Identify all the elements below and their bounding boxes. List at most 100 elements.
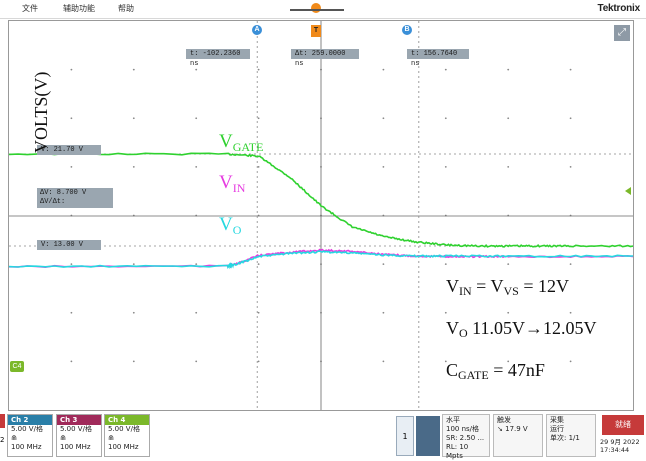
left-edge-cut-text: 2 (0, 436, 5, 444)
trigger-slope-icon: ↘ (497, 425, 503, 433)
horizontal-position-bar (290, 9, 344, 11)
horizontal-scale: 100 ns/格 (446, 425, 480, 433)
channel-2-badge[interactable]: Ch 2 5.00 V/格 ⋒ 100 MHz (7, 414, 53, 457)
anno1-a: V (446, 276, 459, 296)
left-edge-cut (0, 414, 5, 428)
anno3-b: = 47nF (488, 360, 545, 380)
acquire-mode: 运行 (550, 425, 564, 433)
ch3-scale: 5.00 V/格 (60, 425, 92, 433)
anno1-c: = 12V (518, 276, 569, 296)
grid-dot (257, 360, 260, 363)
grid-dot (569, 311, 572, 314)
cursor-b-marker[interactable]: B (402, 25, 412, 35)
trigger-level-row: ↘ 17.9 V (497, 425, 539, 434)
datetime: 29 9月 2022 17:34:44 (600, 438, 646, 454)
v-cursor-2-readout: V: 13.00 V (37, 240, 101, 250)
horizontal-panel[interactable]: 水平 100 ns/格 SR: 2.50 ... RL: 10 Mpts (442, 414, 490, 460)
grid-dot (132, 360, 135, 363)
ch4-name: Ch 4 (105, 415, 149, 425)
grid-dot (569, 165, 572, 168)
vo-label-main: V (219, 214, 233, 235)
waveform-display[interactable]: A B T ⤢ t: -102.2360 ns Δt: 259.0000 ns … (8, 20, 634, 411)
page-indicator[interactable]: 1 (396, 416, 414, 456)
channel-4-badge[interactable]: Ch 4 5.00 V/格 ⋒ 100 MHz (104, 414, 150, 457)
menu-file[interactable]: 文件 (22, 4, 38, 13)
vgate-label-main: V (219, 131, 233, 152)
grid-dot (507, 117, 510, 120)
menu-utility[interactable]: 辅助功能 (63, 4, 95, 13)
grid-dot (444, 68, 447, 71)
zoom-icon[interactable]: ⤢ (614, 25, 630, 41)
vgate-label: VGATE (219, 131, 263, 155)
trigger-marker-label: T (313, 27, 319, 34)
grid-dot (70, 117, 73, 120)
vin-label: VIN (219, 172, 245, 196)
grid-dot (195, 360, 198, 363)
annotation-vo-range: VO 11.05V→12.05V (446, 318, 597, 341)
grid-dot (569, 263, 572, 266)
anno3-a-sub: GATE (458, 368, 489, 382)
delta-v-value: ΔV: 8.700 V (40, 189, 87, 197)
ch4-ground-marker[interactable]: C4 (10, 361, 24, 372)
grid-dot (382, 117, 385, 120)
trigger-marker[interactable]: T (311, 25, 321, 37)
grid-dot (444, 117, 447, 120)
grid-dot (257, 117, 260, 120)
ch4-bw: 100 MHz (108, 443, 139, 451)
trigger-position-icon[interactable] (311, 3, 321, 13)
trigger-panel[interactable]: 触发 ↘ 17.9 V (493, 414, 543, 457)
acquire-title: 采集 (550, 416, 564, 424)
annotation-vin-vvs: VIN = VVS = 12V (446, 276, 569, 299)
anno1-b: = V (471, 276, 504, 296)
menu-help[interactable]: 帮助 (118, 4, 134, 13)
channel-3-badge[interactable]: Ch 3 5.00 V/格 ⋒ 100 MHz (56, 414, 102, 457)
ch4-bw-icon: ⋒ (108, 434, 114, 442)
ch2-bw-icon: ⋒ (11, 434, 17, 442)
annotation-cgate: CGATE = 47nF (446, 360, 545, 383)
grid-dot (132, 311, 135, 314)
anno1-b-sub: VS (503, 284, 519, 298)
side-tab[interactable] (416, 416, 440, 456)
horizontal-rl: RL: 10 Mpts (446, 443, 469, 460)
trigger-level-marker[interactable] (625, 187, 631, 195)
grid-dot (195, 117, 198, 120)
grid-dot (444, 311, 447, 314)
horizontal-sr: SR: 2.50 ... (446, 434, 485, 442)
run-status-button[interactable]: 就绪 (602, 415, 644, 435)
acquire-panel[interactable]: 采集 运行 单次: 1/1 (546, 414, 596, 457)
grid-dot (507, 263, 510, 266)
date-text: 29 9月 2022 (600, 438, 640, 446)
cursor-a-marker[interactable]: A (252, 25, 262, 35)
anno2-a: V (446, 318, 459, 338)
delta-v-rate: ΔV/Δt: (40, 198, 66, 206)
vo-label-sub: O (232, 223, 242, 237)
ch4-scale: 5.00 V/格 (108, 425, 140, 433)
waveform-plot (9, 21, 633, 410)
grid-dot (507, 360, 510, 363)
grid-dot (507, 311, 510, 314)
grid-dot (195, 263, 198, 266)
grid-dot (507, 68, 510, 71)
ch2-name: Ch 2 (8, 415, 52, 425)
grid-dot (132, 117, 135, 120)
grid-dot (257, 165, 260, 168)
grid-dot (444, 165, 447, 168)
trace-v-gate (9, 152, 633, 248)
grid-dot (257, 311, 260, 314)
grid-dot (569, 68, 572, 71)
ch3-bw-icon: ⋒ (60, 434, 66, 442)
anno2-b: 11.05V→12.05V (467, 318, 597, 338)
grid-dot (195, 165, 198, 168)
trace-v-o (9, 250, 633, 270)
v-cursor-1-readout: V: 21.70 V (37, 145, 101, 155)
vo-label: VO (219, 214, 241, 238)
grid-dot (569, 360, 572, 363)
delta-v-readout: ΔV: 8.700 V ΔV/Δt: (37, 188, 113, 208)
anno2-a-sub: O (459, 326, 468, 340)
grid-dot (132, 263, 135, 266)
trigger-level: 17.9 V (505, 425, 528, 433)
anno1-a-sub: IN (459, 284, 472, 298)
brand-logo: Tektronix (597, 3, 641, 14)
grid-dot (507, 165, 510, 168)
grid-dot (195, 68, 198, 71)
